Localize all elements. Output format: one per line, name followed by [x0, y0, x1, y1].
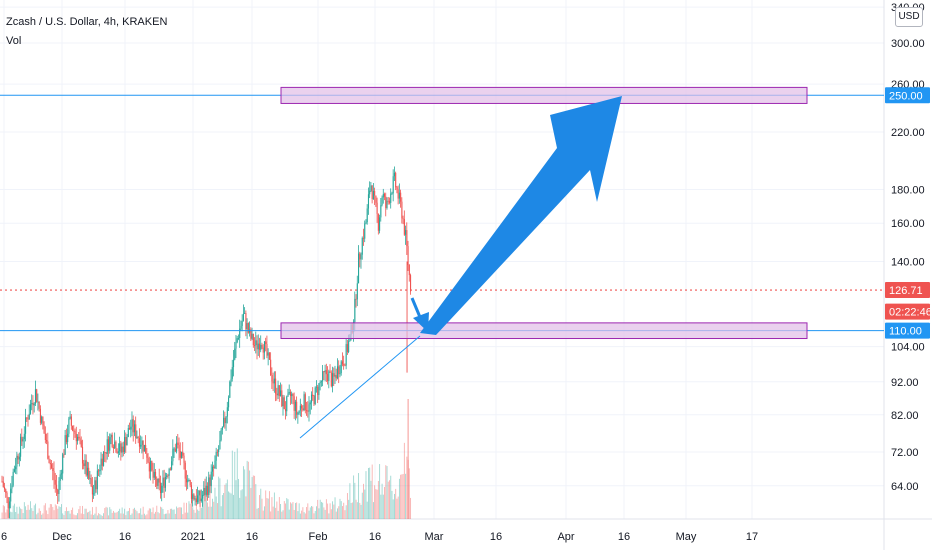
- time-tick-label: Apr: [557, 531, 574, 543]
- volume-label[interactable]: Vol: [6, 35, 22, 47]
- time-axis[interactable]: 6 Dec 16 2021 16 Feb 16 Mar 16 Apr 16 May 17: [1, 531, 758, 543]
- currency-button[interactable]: USD: [895, 7, 923, 27]
- symbol-title[interactable]: Zcash / U.S. Dollar, 4h, KRAKEN: [6, 16, 168, 28]
- legend: Zcash / U.S. Dollar, 4h, KRAKEN Vol: [6, 13, 167, 51]
- price-tick-label: 104.00: [891, 342, 925, 354]
- drawings: [0, 86, 884, 439]
- price-tick-label: 72.00: [891, 447, 919, 459]
- price-tick-label: 220.00: [891, 127, 925, 139]
- price-badge-label: 02:22:46: [889, 307, 932, 319]
- time-tick-label: Feb: [309, 531, 328, 543]
- time-tick-label: May: [676, 531, 697, 543]
- price-tick-label: 82.00: [891, 410, 919, 422]
- trend-line[interactable]: [299, 335, 421, 439]
- price-axis[interactable]: 340.00300.00260.00220.00180.00160.00140.…: [885, 2, 932, 493]
- time-tick-label: 16: [618, 531, 630, 543]
- time-tick-label: 16: [119, 531, 131, 543]
- time-tick-label: Dec: [52, 531, 72, 543]
- price-badge-label: 250.00: [889, 90, 923, 102]
- time-tick-label: 16: [369, 531, 381, 543]
- time-tick-label: 16: [246, 531, 258, 543]
- time-tick-label: Mar: [425, 531, 444, 543]
- big-arrow[interactable]: [420, 96, 622, 335]
- price-tick-label: 140.00: [891, 256, 925, 268]
- price-tick-label: 300.00: [891, 38, 925, 50]
- volume-bars: [1, 399, 412, 519]
- price-badge: 126.71: [885, 282, 930, 299]
- price-badge: 02:22:46: [885, 303, 932, 320]
- price-badge-label: 110.00: [889, 326, 922, 338]
- price-badge: 110.00: [885, 322, 930, 339]
- price-tick-label: 180.00: [891, 184, 925, 196]
- price-zone-rectangle[interactable]: [280, 322, 808, 340]
- price-badge-label: 126.71: [889, 285, 923, 297]
- time-tick-label: 6: [1, 531, 7, 543]
- price-tick-label: 64.00: [891, 481, 919, 493]
- price-zone-rectangle[interactable]: [280, 86, 808, 104]
- price-badge: 250.00: [885, 87, 930, 104]
- time-tick-label: 2021: [181, 531, 205, 543]
- time-tick-label: 16: [490, 531, 502, 543]
- candles: [1, 166, 412, 519]
- price-tick-label: 160.00: [891, 218, 925, 230]
- time-tick-label: 17: [746, 531, 758, 543]
- price-tick-label: 92.00: [891, 377, 919, 389]
